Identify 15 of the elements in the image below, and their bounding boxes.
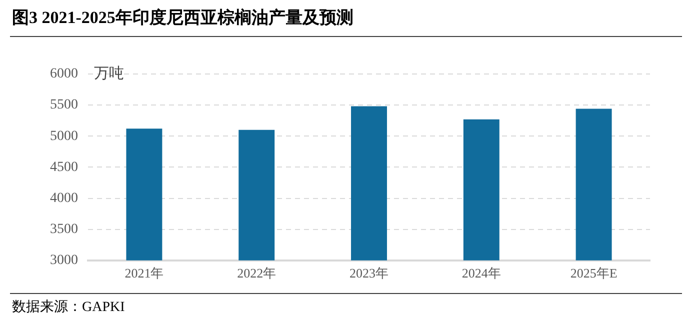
x-tick-label: 2025年E (570, 266, 618, 281)
y-tick-label: 4500 (50, 160, 78, 175)
x-tick-label: 2021年 (124, 266, 164, 281)
y-tick-label: 6000 (50, 66, 78, 82)
y-tick-label: 5500 (50, 98, 78, 113)
x-tick-label: 2024年 (462, 266, 501, 281)
chart-title: 图3 2021-2025年印度尼西亚棕榈油产量及预测 (12, 7, 354, 29)
y-tick-label: 5000 (50, 128, 78, 144)
source-note: 数据来源：GAPKI (12, 298, 125, 316)
y-tick-label: 3000 (50, 253, 78, 268)
y-tick-label: 4000 (50, 190, 78, 206)
y-tick-label: 3500 (50, 222, 78, 238)
y-axis-title: 万吨 (94, 64, 124, 82)
x-tick-label: 2022年 (237, 266, 276, 281)
x-tick-label: 2023年 (350, 266, 388, 281)
